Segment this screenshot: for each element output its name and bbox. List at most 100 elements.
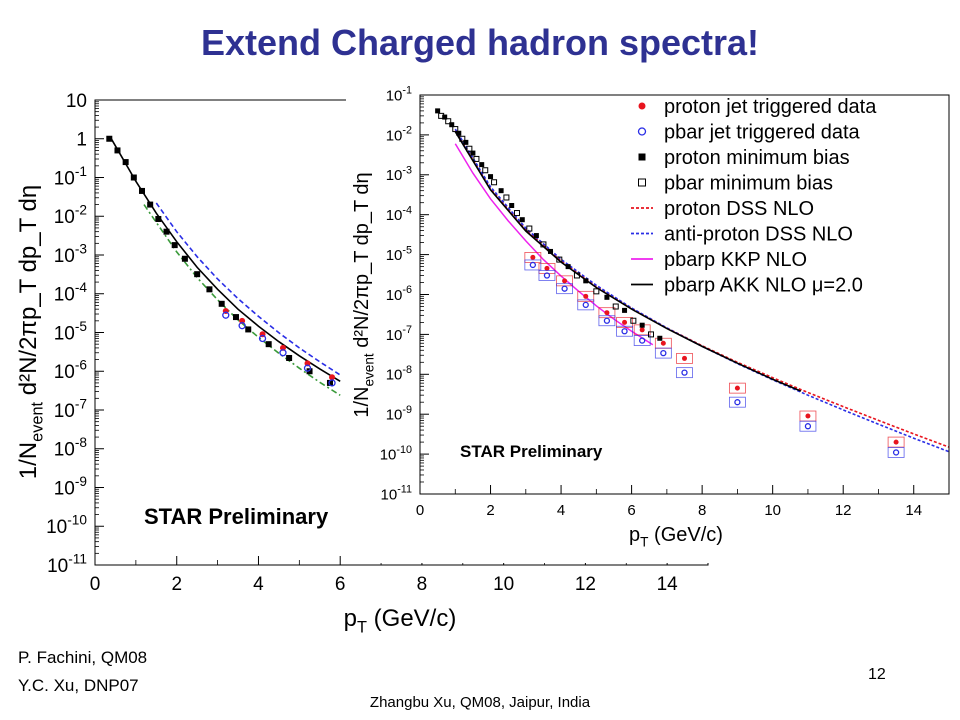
inset-data-point [459, 135, 466, 142]
legend-entry: pbar minimum bias [664, 173, 833, 195]
inset-x-tick-label: 0 [416, 502, 424, 519]
inset-data-point [519, 217, 525, 223]
main-data-point [181, 255, 188, 262]
main-y-tick-label: 10 [66, 91, 87, 112]
inset-syst-box [556, 283, 573, 295]
inset-data-point [529, 261, 537, 269]
inset-syst-box [728, 382, 746, 394]
inset-frame [419, 94, 950, 495]
inset-data-point [565, 264, 571, 270]
main-data-point [238, 322, 246, 330]
inset-data-point [482, 167, 489, 174]
main-x-tick-label: 14 [657, 574, 679, 595]
inset-data-point [805, 413, 811, 419]
main-data-point [279, 344, 286, 351]
inset-data-point [543, 272, 551, 279]
main-y-tick-label: 10-7 [54, 396, 87, 422]
inset-syst-box [577, 290, 595, 302]
inset-data-point [622, 307, 628, 313]
main-data-point [147, 201, 154, 208]
inset-data-point [647, 331, 654, 338]
inset-syst-box [524, 259, 542, 271]
inset-data-point [435, 108, 441, 114]
inset-data-point [438, 112, 445, 119]
inset-data-point [621, 328, 628, 335]
legend-entry: proton DSS NLO [664, 198, 814, 220]
inset-syst-box [676, 353, 693, 364]
inset-data-point [442, 114, 448, 120]
main-data-point [303, 364, 312, 372]
inset-data-point [533, 233, 539, 239]
inset-data-point [498, 188, 504, 194]
inset-data-point [544, 265, 550, 271]
inset-x-tick-label: 10 [764, 502, 781, 519]
inset-data-point [660, 349, 667, 357]
main-y-tick-label: 10-6 [54, 358, 87, 384]
main-x-tick-label: 8 [417, 574, 428, 595]
inset-data-point [491, 179, 498, 186]
main-data-point [163, 228, 170, 235]
main-data-point [122, 159, 129, 166]
inset-data-point [561, 285, 568, 292]
credit-line-2: Y.C. Xu, DNP07 [18, 676, 139, 695]
main-data-point [326, 379, 333, 386]
inset-data-point [604, 294, 610, 300]
main-data-point [329, 374, 336, 381]
inset-data-point [526, 225, 533, 232]
legend-entry: proton minimum bias [664, 147, 850, 169]
legend-entry: proton jet triggered data [664, 96, 877, 118]
legend-symbol [638, 102, 646, 110]
main-data-point [222, 311, 230, 319]
slide-title: Extend Charged hadron spectra! [200, 22, 760, 63]
inset-y-tick-label: 10-5 [386, 244, 412, 264]
credit-line-1: P. Fachini, QM08 [18, 648, 148, 667]
main-y-tick-label: 10-1 [54, 164, 87, 190]
main-data-point [265, 341, 272, 348]
main-x-tick-label: 6 [335, 574, 346, 595]
inset-x-tick-label: 12 [835, 502, 852, 519]
main-y-tick-label: 1 [76, 130, 87, 151]
main-data-point [286, 354, 293, 361]
main-x-tick-label: 2 [171, 574, 182, 595]
main-data-point [106, 135, 113, 142]
inset-data-point [593, 288, 600, 295]
inset-y-tick-label: 10-3 [386, 164, 412, 184]
main-y-tick-label: 10-2 [54, 203, 87, 229]
main-data-point [279, 349, 287, 357]
inset-data-point [583, 278, 589, 284]
inset-data-point [639, 322, 645, 328]
main-data-point [218, 300, 225, 307]
main-data-point [206, 286, 213, 293]
inset-data-point [473, 155, 480, 162]
inset-chart: 10-1 10-2 10-3 10-4 10-5 10-6 10-7 10-8 10-9 10-1… [346, 83, 960, 563]
legend-entry: anti-proton DSS NLO [664, 224, 853, 246]
inset-y-tick-label: 10-8 [386, 364, 412, 384]
legend-symbol [638, 178, 646, 187]
inset-data-point [660, 340, 666, 346]
main-x-tick-label: 10 [493, 574, 514, 595]
main-data-point [306, 368, 313, 375]
main-y-tick-label: 10-3 [54, 241, 87, 267]
inset-data-point [582, 301, 589, 309]
inset-data-point [556, 256, 563, 263]
inset-data-point [509, 203, 515, 209]
inset-syst-box [887, 447, 905, 458]
inset-data-point [547, 248, 553, 254]
main-annotation: STAR Preliminary [144, 504, 329, 529]
inset-x-tick-label: 4 [557, 502, 565, 519]
inset-y-tick-label: 10-7 [386, 324, 412, 344]
main-y-axis-label: 1/Nevent d²N/2πp_T dp_T dη [15, 185, 47, 479]
page-number: 12 [868, 666, 886, 683]
main-y-tick-label: 10-5 [54, 319, 88, 345]
inset-data-point [734, 399, 741, 406]
inset-data-point [488, 174, 494, 180]
inset-data-point [470, 150, 476, 156]
inset-data-point [562, 278, 568, 284]
main-data-point [245, 326, 252, 333]
main-y-tick-label: 10-9 [54, 474, 87, 500]
inset-syst-box [633, 335, 651, 346]
main-x-tick-label: 0 [90, 574, 101, 595]
main-data-point [328, 379, 336, 387]
inset-x-tick-label: 8 [698, 502, 706, 519]
